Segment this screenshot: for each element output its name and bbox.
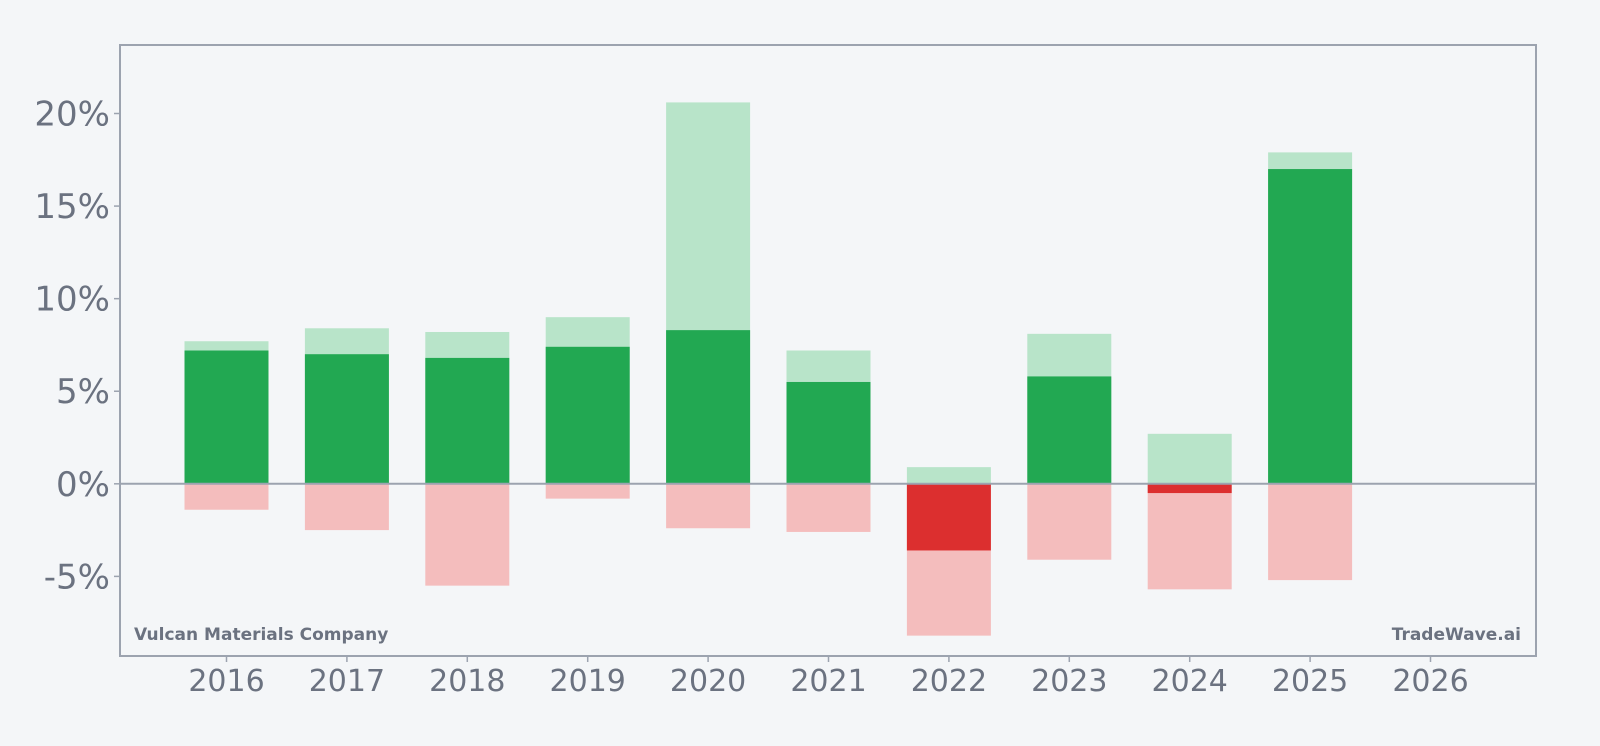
company-watermark: Vulcan Materials Company: [134, 625, 388, 645]
range-low-bar-2025: [1268, 483, 1353, 581]
actual-bar-2022: [906, 483, 991, 551]
x-tick-label: 2024: [1152, 664, 1228, 699]
y-tick-label: 20%: [34, 95, 110, 135]
actual-bar-2021: [786, 381, 871, 484]
y-tick-label: 15%: [34, 187, 110, 227]
y-tick-label: 5%: [56, 372, 110, 412]
x-tick-label: 2017: [309, 664, 385, 699]
y-tick-label: 0%: [56, 465, 110, 505]
range-low-bar-2019: [545, 483, 630, 499]
actual-bar-2024: [1147, 483, 1232, 494]
range-low-bar-2021: [786, 483, 871, 532]
x-tick-label: 2021: [790, 664, 866, 699]
x-tick-label: 2026: [1392, 664, 1468, 699]
brand-watermark: TradeWave.ai: [1392, 625, 1521, 645]
range-low-bar-2016: [184, 483, 269, 510]
range-high-bar-2022: [906, 467, 991, 484]
x-tick-label: 2023: [1031, 664, 1107, 699]
x-tick-label: 2018: [429, 664, 505, 699]
actual-bar-2025: [1268, 169, 1353, 484]
x-tick-label: 2020: [670, 664, 746, 699]
bars-layer: [184, 102, 1353, 636]
actual-bar-2019: [545, 346, 630, 484]
plot-frame: [119, 44, 1537, 657]
x-tick-label: 2022: [911, 664, 987, 699]
actual-bar-2018: [425, 357, 510, 484]
range-low-bar-2024: [1147, 483, 1232, 590]
actual-bar-2023: [1027, 376, 1112, 484]
actual-bar-2016: [184, 350, 269, 484]
range-low-bar-2018: [425, 483, 510, 586]
x-tick-label: 2019: [550, 664, 626, 699]
range-low-bar-2017: [304, 483, 389, 531]
range-low-bar-2020: [666, 483, 751, 529]
y-tick-label: 10%: [34, 280, 110, 320]
axes-layer: -5% 0% 5% 10% 15% 20% 2016 2017 2018 2019 2020 2021…: [34, 95, 1536, 699]
range-low-bar-2023: [1027, 483, 1112, 560]
x-tick-label: 2025: [1272, 664, 1348, 699]
actual-bar-2020: [666, 330, 751, 484]
actual-bar-2017: [304, 354, 389, 484]
y-tick-label: -5%: [44, 557, 110, 597]
x-tick-label: 2016: [188, 664, 264, 699]
range-high-bar-2024: [1147, 433, 1232, 484]
